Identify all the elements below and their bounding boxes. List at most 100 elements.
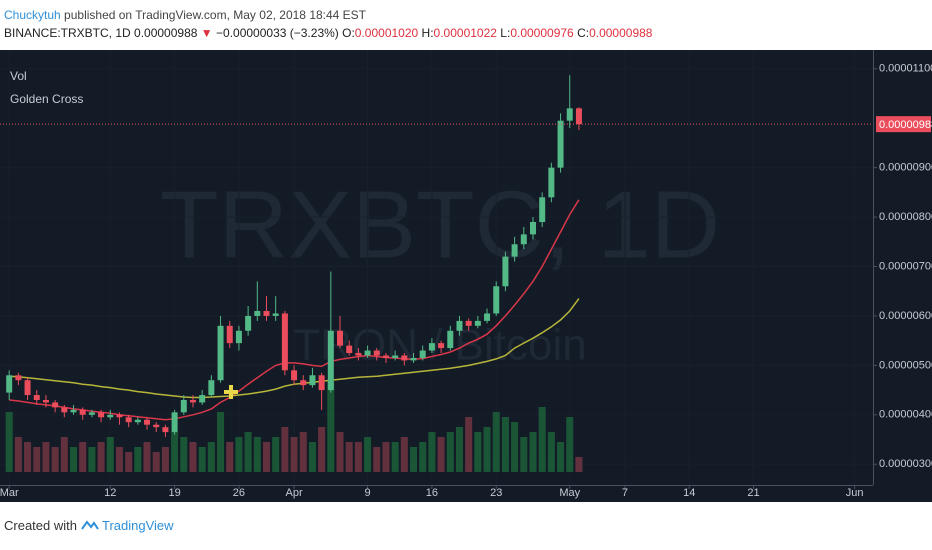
candle-body: [245, 315, 252, 331]
volume-bar: [336, 432, 344, 472]
candle-body: [281, 313, 288, 371]
volume-pane: [5, 382, 583, 472]
candle-body: [263, 311, 270, 316]
volume-bar: [382, 442, 390, 472]
brand[interactable]: TradingView: [102, 518, 174, 533]
volume-bar: [134, 447, 142, 472]
publish-line: Chuckytuh published on TradingView.com, …: [4, 4, 652, 26]
candle-body: [88, 412, 95, 415]
y-tick-label: 0.00001100: [879, 63, 932, 75]
candle-body: [502, 256, 509, 287]
candle-body: [144, 419, 151, 425]
candle-body: [511, 244, 518, 257]
volume-bar: [180, 437, 188, 472]
last-price-box: [876, 116, 931, 133]
candle-body: [456, 320, 463, 331]
candle-body: [291, 370, 298, 381]
change: −0.00000033 (−3.23%): [216, 26, 339, 40]
volume-bar: [511, 422, 519, 472]
author[interactable]: Chuckytuh: [4, 8, 61, 22]
footer: Created with TradingView: [4, 518, 174, 533]
volume-bar: [97, 442, 105, 472]
volume-bar: [207, 442, 215, 472]
ohlc-key: O:: [342, 26, 355, 40]
volume-bar: [547, 432, 555, 472]
volume-bar: [51, 447, 59, 472]
volume-bar: [14, 437, 22, 472]
candle-body: [575, 108, 582, 125]
x-tick-label: 7: [622, 487, 628, 499]
volume-bar: [400, 437, 408, 472]
volume-bar: [235, 437, 243, 472]
ohlc-value: 0.00001020: [354, 26, 419, 40]
candle-body: [465, 320, 472, 326]
candle-body: [15, 375, 22, 381]
volume-bar: [152, 452, 160, 472]
volume-bar: [88, 447, 96, 472]
candles: [6, 75, 582, 438]
legend-entry[interactable]: Vol: [10, 69, 27, 83]
candle-body: [410, 357, 417, 361]
volume-bar: [60, 437, 68, 472]
candle-body: [189, 399, 196, 403]
volume-bar: [474, 432, 482, 472]
volume-bar: [33, 447, 41, 472]
candle-body: [300, 380, 307, 386]
candle-body: [484, 313, 491, 321]
brand-logo: [80, 520, 99, 530]
candle-body: [438, 343, 445, 349]
ohlc-key: C:: [577, 26, 590, 40]
volume-bar: [217, 412, 225, 472]
candle-body: [226, 325, 233, 344]
volume-bar: [115, 447, 123, 472]
candle-body: [355, 353, 362, 356]
volume-bar: [520, 437, 528, 472]
volume-bar: [161, 447, 169, 472]
volume-bar: [419, 442, 427, 472]
volume-bar: [428, 432, 436, 472]
legend-entry[interactable]: Golden Cross: [10, 92, 83, 106]
y-tick-label: 0.00000600: [879, 310, 932, 322]
volume-bar: [566, 417, 574, 472]
volume-bar: [253, 437, 261, 472]
last-price-label: 0.00000988: [879, 119, 932, 131]
volume-bar: [79, 442, 87, 472]
golden-cross-marker: [224, 385, 238, 399]
volume-bar: [465, 417, 473, 472]
candle-body: [180, 399, 187, 413]
volume-bar: [189, 442, 197, 472]
candle-body: [6, 375, 13, 393]
candle-body: [318, 375, 325, 391]
ohlc-key: H:: [421, 26, 434, 40]
candle-body: [493, 286, 500, 314]
candle-body: [254, 311, 261, 316]
y-tick-label: 0.00000500: [879, 359, 932, 371]
candle-body: [557, 120, 564, 168]
x-tick-label: May: [559, 487, 580, 499]
watermark: TRXBTC, 1D: [160, 171, 720, 278]
volume-bar: [171, 432, 179, 472]
volume-bar: [529, 432, 537, 472]
x-tick-label: Mar: [0, 487, 19, 499]
x-tick-label: 21: [747, 487, 759, 499]
candle-body: [272, 313, 279, 316]
cross-bar: [229, 385, 233, 399]
arrow: ▼: [200, 26, 213, 40]
candle-body: [199, 395, 206, 403]
candle-body: [70, 409, 77, 413]
candle-body: [42, 399, 49, 403]
volume-bar: [391, 442, 399, 472]
volume-bar: [501, 417, 509, 472]
candle-body: [539, 197, 546, 223]
x-tick-label: 9: [365, 487, 371, 499]
y-tick-label: 0.00000800: [879, 211, 932, 223]
y-tick-label: 0.00000400: [879, 409, 932, 421]
volume-bar: [143, 442, 151, 472]
volume-bar: [575, 457, 583, 472]
ohlc-value: 0.00001022: [433, 26, 497, 40]
y-tick-label: 0.00000700: [879, 260, 932, 272]
volume-bar: [557, 442, 565, 472]
volume-bar: [318, 427, 326, 472]
volume-bar: [125, 452, 133, 472]
x-tick-label: Apr: [286, 487, 303, 499]
